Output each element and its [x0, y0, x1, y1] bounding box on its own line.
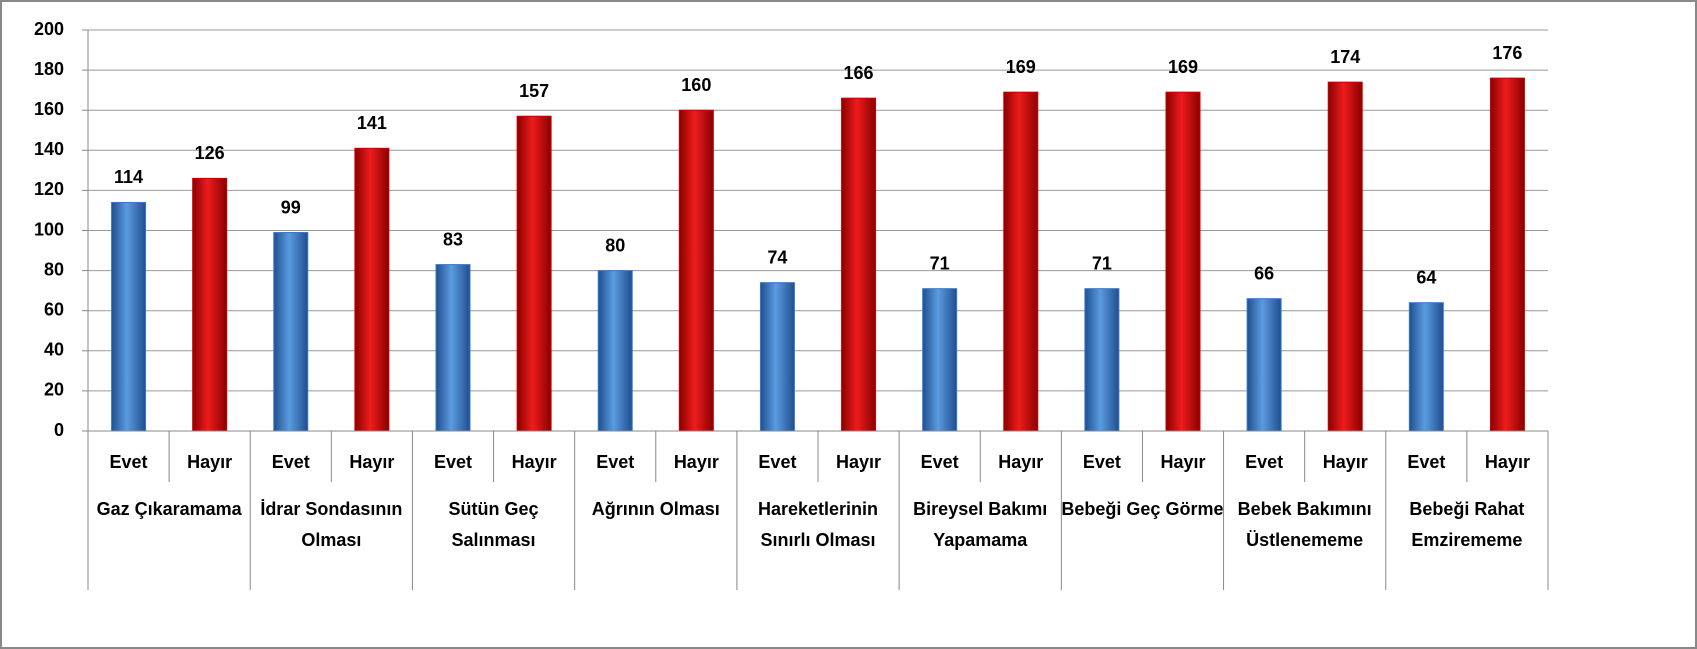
- value-label: 157: [519, 81, 549, 101]
- group-label-box: Bireysel Bakımı Yapamama: [913, 499, 1048, 550]
- group-label-box: Bebeği Rahat Emzirememe: [1409, 499, 1525, 550]
- y-tick-label: 40: [44, 340, 64, 360]
- group-label-box: Gaz Çıkaramama: [96, 499, 242, 519]
- bar: [759, 282, 795, 432]
- sub-category-label: Evet: [758, 452, 796, 472]
- y-tick-label: 120: [34, 179, 64, 199]
- value-label: 114: [114, 167, 143, 187]
- sub-category-label: Hayır: [1160, 452, 1205, 472]
- x-group-label: İdrar Sondasının Olması: [260, 499, 403, 550]
- value-label: 66: [1254, 263, 1274, 283]
- y-tick-label: 60: [44, 299, 64, 319]
- y-tick-label: 180: [34, 59, 64, 79]
- sub-category-label: Hayır: [1323, 452, 1368, 472]
- value-label: 174: [1330, 47, 1360, 67]
- value-label: 99: [281, 197, 301, 217]
- x-group-label: Bireysel Bakımı Yapamama: [913, 499, 1048, 550]
- bar: [1084, 288, 1120, 432]
- bar: [273, 232, 309, 432]
- x-group-label: Bebeği Rahat Emzirememe: [1409, 499, 1525, 550]
- sub-category-label: Hayır: [1485, 452, 1530, 472]
- sub-category-label: Evet: [596, 452, 634, 472]
- group-label-box: Hareketlerinin Sınırlı Olması: [757, 499, 879, 550]
- value-label: 80: [605, 235, 625, 255]
- value-label: 71: [930, 253, 950, 273]
- bar: [192, 177, 228, 432]
- group-label-box: Ağrının Olması: [591, 499, 720, 519]
- value-label: 166: [844, 63, 874, 83]
- group-label-box: İdrar Sondasının Olması: [260, 499, 403, 550]
- y-tick-label: 200: [34, 19, 64, 39]
- group-label-box: Bebeği Geç Görme: [1061, 499, 1224, 519]
- sub-category-label: Evet: [272, 452, 310, 472]
- bar: [354, 147, 390, 432]
- value-label: 64: [1416, 267, 1436, 287]
- bar: [111, 201, 147, 432]
- value-label: 169: [1006, 57, 1036, 77]
- value-label: 176: [1492, 43, 1522, 63]
- y-tick-label: 140: [34, 139, 64, 159]
- value-label: 74: [767, 247, 787, 267]
- y-tick-label: 0: [54, 420, 64, 440]
- sub-category-label: Evet: [1083, 452, 1121, 472]
- value-label: 71: [1092, 253, 1112, 273]
- x-group-label: Sütün Geç Salınması: [448, 499, 539, 550]
- bar: [678, 109, 714, 432]
- sub-category-label: Hayır: [836, 452, 881, 472]
- y-tick-label: 100: [34, 219, 64, 239]
- bar: [1408, 302, 1444, 432]
- y-tick-label: 80: [44, 259, 64, 279]
- group-label-box: Sütün Geç Salınması: [448, 499, 539, 550]
- x-group-label: Bebeği Geç Görme: [1061, 499, 1224, 519]
- x-group-label: Bebek Bakımını Üstlenememe: [1237, 499, 1372, 550]
- sub-category-label: Evet: [434, 452, 472, 472]
- sub-category-label: Hayır: [349, 452, 394, 472]
- bar: [597, 270, 633, 432]
- y-tick-label: 160: [34, 99, 64, 119]
- bar: [1489, 77, 1525, 432]
- sub-category-label: Evet: [110, 452, 148, 472]
- sub-category-label: Evet: [1407, 452, 1445, 472]
- bar: [1246, 298, 1282, 432]
- y-tick-label: 20: [44, 380, 64, 400]
- group-label-box: Bebek Bakımını Üstlenememe: [1237, 499, 1372, 550]
- bar: [922, 288, 958, 432]
- value-label: 126: [195, 143, 225, 163]
- value-label: 169: [1168, 57, 1198, 77]
- bar: [1327, 81, 1363, 432]
- value-label: 83: [443, 229, 463, 249]
- value-label: 160: [681, 75, 711, 95]
- sub-category-label: Hayır: [998, 452, 1043, 472]
- x-group-label: Ağrının Olması: [591, 499, 720, 519]
- bar: [1003, 91, 1039, 432]
- sub-category-label: Hayır: [674, 452, 719, 472]
- sub-category-label: Hayır: [512, 452, 557, 472]
- sub-category-label: Hayır: [187, 452, 232, 472]
- x-group-label: Hareketlerinin Sınırlı Olması: [757, 499, 879, 550]
- x-group-label: Gaz Çıkaramama: [96, 499, 242, 519]
- sub-category-label: Evet: [1245, 452, 1283, 472]
- bar: [435, 264, 471, 432]
- bar: [516, 115, 552, 432]
- bar: [841, 97, 877, 432]
- sub-category-label: Evet: [921, 452, 959, 472]
- bar: [1165, 91, 1201, 432]
- value-label: 141: [357, 113, 387, 133]
